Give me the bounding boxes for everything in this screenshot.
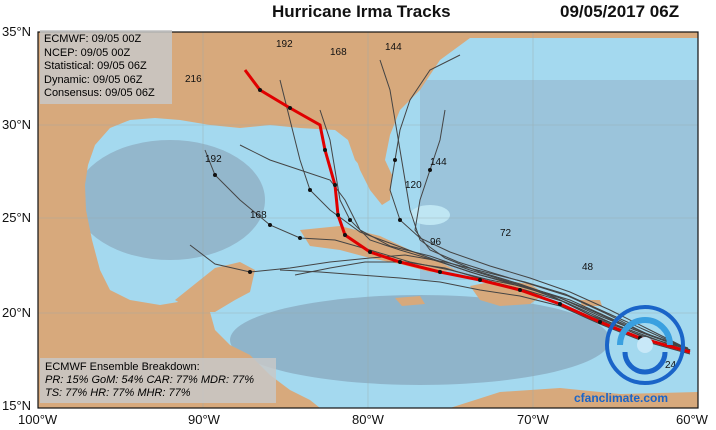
track-label: 192 bbox=[205, 154, 222, 165]
deep-atlantic bbox=[420, 80, 698, 280]
breakdown-line-1: PR: 15% GoM: 54% CAR: 77% MDR: 77% bbox=[45, 374, 255, 386]
lon-label-100: 100°W bbox=[18, 412, 58, 427]
yucatan bbox=[175, 262, 255, 312]
legend-item-ecmwf: ECMWF: 09/05 00Z bbox=[44, 33, 142, 45]
breakdown-title: ECMWF Ensemble Breakdown: bbox=[45, 361, 200, 373]
legend-item-ncep: NCEP: 09/05 00Z bbox=[44, 46, 131, 59]
lon-label-70: 70°W bbox=[517, 412, 549, 427]
track-label: 168 bbox=[250, 210, 267, 221]
cuba bbox=[300, 226, 455, 272]
bahamas bbox=[410, 205, 450, 225]
south-america bbox=[450, 388, 698, 408]
track-label: 96 bbox=[430, 237, 442, 248]
track-hour-labels: 192 168 144 120 96 72 48 24 216 168 192 … bbox=[185, 39, 677, 371]
track-label: 24 bbox=[665, 360, 677, 371]
track-label: 120 bbox=[405, 180, 422, 191]
gulf-deep bbox=[75, 140, 265, 260]
caribbean-deep bbox=[230, 295, 610, 385]
track-label: 192 bbox=[276, 39, 293, 50]
jamaica bbox=[395, 296, 425, 306]
lon-label-90: 90°W bbox=[188, 412, 220, 427]
gridlines bbox=[38, 32, 698, 408]
lat-label-15: 15°N bbox=[2, 398, 32, 413]
plot-frame bbox=[37, 31, 699, 409]
breakdown-line-2: TS: 77% HR: 77% MHR: 77% bbox=[45, 387, 191, 399]
track-label: 216 bbox=[185, 74, 202, 85]
florida bbox=[350, 140, 392, 205]
track-label: 168 bbox=[330, 47, 347, 58]
lat-label-30: 30°N bbox=[2, 117, 32, 132]
model-legend: ECMWF: 09/05 00Z NCEP: 09/05 00Z Statist… bbox=[40, 30, 172, 104]
cfan-logo-icon bbox=[605, 305, 685, 385]
legend-item-dynamic: Dynamic: 09/05 06Z bbox=[44, 73, 143, 86]
track-label: 144 bbox=[385, 42, 402, 53]
legend-item-consensus: Consensus: 09/05 06Z bbox=[44, 87, 155, 99]
site-url[interactable]: cfanclimate.com bbox=[574, 391, 669, 405]
track-label: 72 bbox=[500, 228, 512, 239]
map-title: Hurricane Irma Tracks bbox=[272, 2, 451, 21]
lat-label-20: 20°N bbox=[2, 305, 32, 320]
track-label: 48 bbox=[582, 262, 594, 273]
forecast-datetime: 09/05/2017 06Z bbox=[560, 2, 680, 21]
track-label: 144 bbox=[430, 157, 447, 168]
lon-label-60: 60°W bbox=[676, 412, 708, 427]
ensemble-breakdown: ECMWF Ensemble Breakdown: PR: 15% GoM: 5… bbox=[40, 358, 276, 403]
lat-label-35: 35°N bbox=[2, 24, 32, 39]
forecast-points bbox=[213, 88, 642, 340]
lat-label-25: 25°N bbox=[2, 210, 32, 225]
lon-label-80: 80°W bbox=[352, 412, 384, 427]
legend-item-statistical: Statistical: 09/05 06Z bbox=[44, 60, 147, 72]
